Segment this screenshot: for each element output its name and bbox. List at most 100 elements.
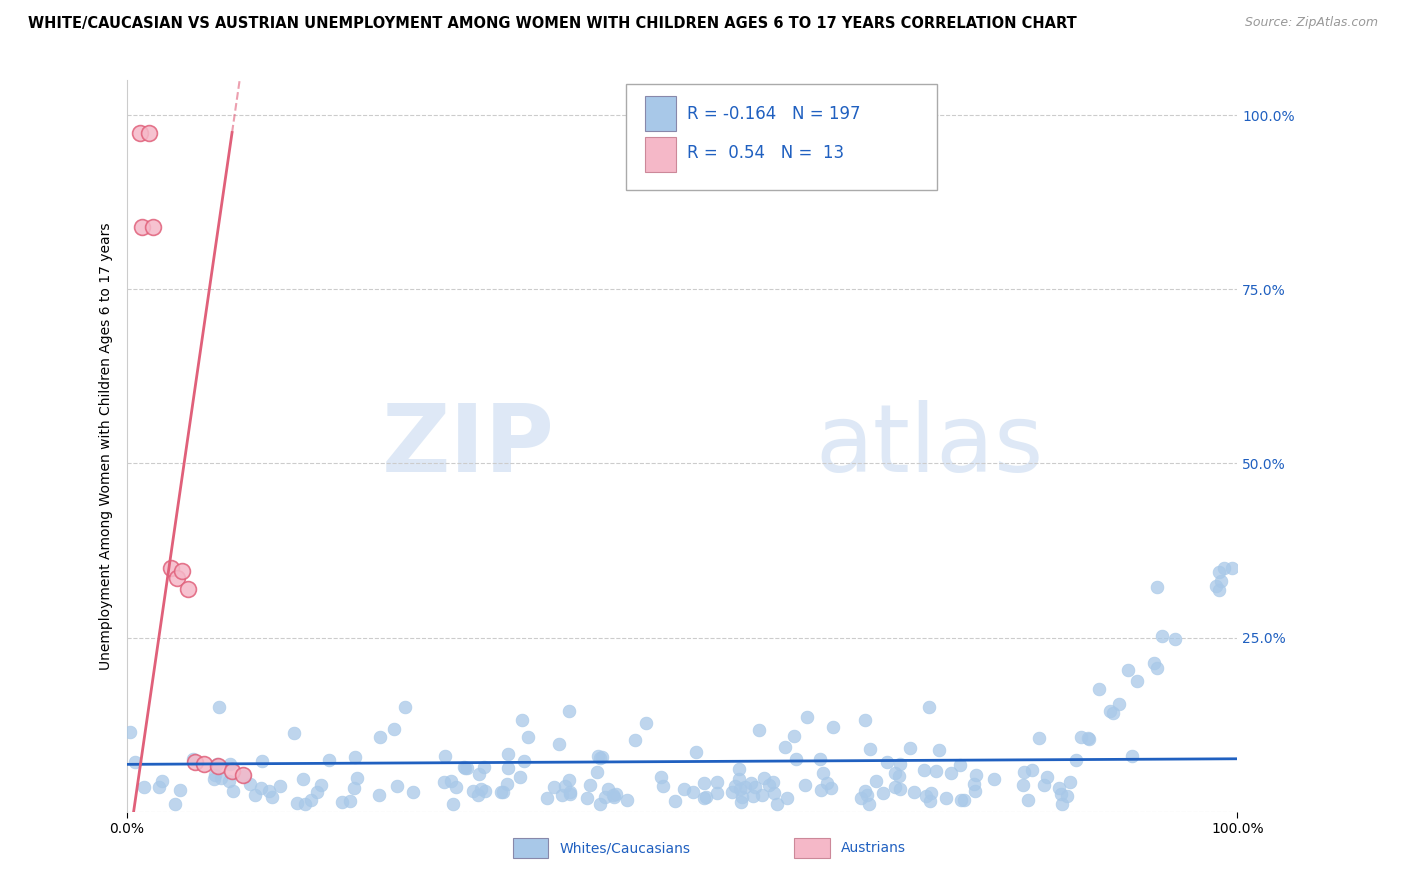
Point [813, 766, 835, 780]
Text: Whites/Caucasians: Whites/Caucasians [560, 841, 690, 855]
FancyBboxPatch shape [627, 84, 938, 190]
Point [1205, 579, 1227, 593]
Point [344, 750, 367, 764]
Point [1101, 706, 1123, 720]
Point [181, 752, 204, 766]
Point [762, 775, 785, 789]
Point [554, 780, 576, 794]
Point [962, 777, 984, 791]
Point [138, 126, 160, 140]
Point [965, 768, 987, 782]
Point [124, 755, 146, 769]
Point [557, 772, 579, 787]
Point [692, 775, 714, 789]
Point [872, 786, 894, 800]
Point [1108, 697, 1130, 711]
FancyBboxPatch shape [645, 136, 676, 171]
Point [440, 773, 463, 788]
Point [1220, 561, 1243, 575]
Point [1021, 763, 1043, 777]
Point [602, 789, 624, 804]
Point [693, 790, 716, 805]
Point [810, 783, 832, 797]
Point [950, 793, 973, 807]
Point [1050, 788, 1073, 802]
Point [815, 775, 838, 789]
Point [1017, 793, 1039, 807]
Point [368, 730, 391, 744]
Point [731, 790, 754, 805]
Point [598, 781, 620, 796]
Point [339, 794, 361, 808]
Point [616, 792, 638, 806]
Point [128, 126, 150, 140]
Text: ZIP: ZIP [381, 400, 554, 492]
Point [695, 790, 717, 805]
Point [433, 748, 456, 763]
Point [496, 761, 519, 775]
Point [1077, 731, 1099, 746]
Text: Source: ZipAtlas.com: Source: ZipAtlas.com [1244, 16, 1378, 29]
Point [578, 778, 600, 792]
Point [232, 768, 254, 782]
Point [602, 789, 624, 803]
Point [1059, 775, 1081, 789]
Point [1098, 704, 1121, 718]
Point [176, 582, 198, 596]
Point [305, 784, 328, 798]
Point [193, 757, 215, 772]
Point [150, 774, 173, 789]
Point [496, 776, 519, 790]
Point [184, 755, 207, 769]
Point [1213, 561, 1236, 575]
Point [820, 781, 842, 796]
Point [1208, 582, 1230, 597]
Point [1150, 629, 1173, 643]
Point [208, 700, 231, 714]
Point [783, 729, 806, 743]
Point [918, 794, 941, 808]
Point [1070, 730, 1092, 744]
Point [983, 772, 1005, 786]
Point [489, 785, 512, 799]
Point [652, 780, 675, 794]
Point [1056, 789, 1078, 803]
Point [884, 766, 907, 780]
Point [509, 770, 531, 784]
Point [510, 713, 533, 727]
Point [441, 797, 464, 811]
Point [1121, 749, 1143, 764]
Point [142, 219, 165, 234]
Point [394, 700, 416, 714]
Point [734, 780, 756, 794]
Point [588, 797, 610, 811]
Text: atlas: atlas [815, 400, 1043, 492]
FancyBboxPatch shape [645, 96, 676, 131]
Point [685, 745, 707, 759]
Point [148, 780, 170, 795]
Point [766, 797, 789, 812]
Point [492, 784, 515, 798]
Point [283, 726, 305, 740]
Point [221, 764, 243, 779]
Point [593, 789, 616, 804]
Point [269, 780, 291, 794]
Point [721, 785, 744, 799]
Point [730, 795, 752, 809]
Point [252, 754, 274, 768]
Point [742, 789, 765, 804]
Point [1033, 778, 1056, 792]
Point [260, 790, 283, 805]
Point [472, 759, 495, 773]
Point [1146, 660, 1168, 674]
Point [865, 773, 887, 788]
Point [758, 778, 780, 792]
Point [1012, 778, 1035, 792]
Text: Austrians: Austrians [841, 841, 905, 855]
Point [740, 775, 762, 789]
Text: R = -0.164   N = 197: R = -0.164 N = 197 [688, 105, 860, 123]
Point [318, 753, 340, 767]
Point [367, 788, 389, 802]
Point [496, 747, 519, 762]
Point [207, 759, 229, 773]
